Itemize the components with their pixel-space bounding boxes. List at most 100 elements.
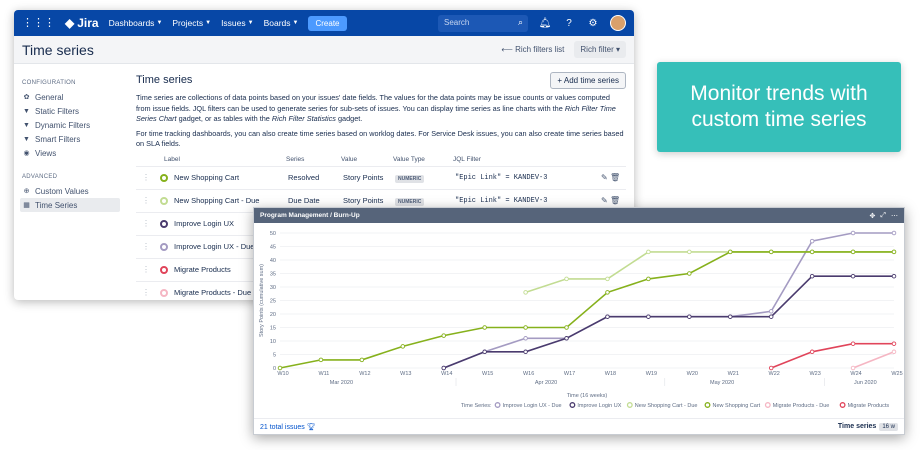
row-actions: ✎ 🗑︎ [601,196,620,205]
legend-marker [839,402,846,408]
row-value: Story Points [343,173,384,182]
move-icon[interactable]: ✥ [869,212,876,220]
total-issues-link[interactable]: 21 total issues 🏆︎ [260,423,838,431]
data-point [728,249,733,255]
drag-handle-icon[interactable]: ⋮ [142,288,150,297]
plus-circle-icon: ⊕ [23,188,30,195]
data-point [646,276,651,282]
sidebar-item-general[interactable]: ✿ General [20,90,120,104]
data-point [277,365,283,371]
x-tick-label: W21 [728,371,739,377]
data-point [564,336,569,341]
row-label-cell: Migrate Products [160,265,288,274]
app-switcher-icon[interactable]: ⋮⋮⋮ [22,16,55,29]
table-row[interactable]: ⋮ New Shopping Cart Resolved Story Points NU… [136,165,626,189]
data-point [564,325,569,330]
data-point [359,357,365,363]
edit-pencil-icon[interactable]: ✎ [601,173,608,182]
promo-banner: Monitor trends with custom time series [657,62,901,152]
rich-filters-list-link[interactable]: ⟵ Rich filters list [501,45,564,54]
series-line [852,351,895,369]
drag-handle-icon[interactable]: ⋮ [142,219,150,228]
legend-label: Migrate Products [848,403,890,409]
delete-trash-icon[interactable]: 🗑︎ [609,196,621,205]
edit-pencil-icon[interactable]: ✎ [601,196,608,205]
table-header: Label Series Value Value Type JQL Filter [136,154,626,166]
gadget-name-statistics: Rich Filter Statistics [271,114,336,123]
x-tick-label: W13 [400,371,411,377]
jira-logo-text: Jira [77,16,99,30]
search-input[interactable]: Search ⌕ [438,14,528,32]
table-row[interactable]: ⋮ New Shopping Cart - Due Due Date Story Po… [136,188,626,212]
notifications-icon[interactable]: 🔔︎ [538,17,552,29]
series-color-icon [160,173,168,182]
y-tick-label: 35 [270,272,276,278]
drag-handle-icon[interactable]: ⋮ [142,242,150,251]
nav-issues[interactable]: Issues ▼ [221,18,254,28]
more-options-icon[interactable]: ⋯ [891,212,898,220]
nav-boards[interactable]: Boards ▼ [264,18,299,28]
create-button[interactable]: Create [308,15,347,31]
total-issues-label: 21 total issues [260,423,305,431]
user-avatar[interactable] [610,15,626,31]
x-tick-label: W20 [687,371,698,377]
drag-handle-icon[interactable]: ⋮ [142,173,150,182]
settings-gear-icon[interactable]: ⚙ [588,17,598,29]
legend-label: New Shopping Cart [713,403,761,409]
x-tick-label: W17 [564,371,575,377]
data-point [646,249,651,255]
data-point [441,333,446,338]
data-point [318,357,324,363]
delete-trash-icon[interactable]: 🗑︎ [609,173,621,182]
data-point [728,314,733,319]
sidebar-item-label: General [35,92,64,102]
footer-time-series-label: Time series [837,423,877,430]
row-label-cell: New Shopping Cart - Due [160,196,288,205]
series-color-icon [160,196,168,205]
data-point [809,349,815,355]
data-point [400,344,406,349]
eye-icon: ◉ [23,150,30,157]
sidebar-item-label: Views [35,148,57,158]
sidebar-item-smart-filters[interactable]: ▼ Smart Filters [20,132,120,146]
legend-marker [764,402,771,408]
sidebar-item-custom-values[interactable]: ⊕ Custom Values [20,184,120,198]
data-point [605,276,610,282]
page-title: Time series [22,41,94,58]
nav-dashboards[interactable]: Dashboards ▼ [109,18,163,28]
x-tick-label: W15 [482,371,493,377]
data-point [768,314,774,319]
sidebar-item-time-series[interactable]: ▦ Time Series [20,198,120,212]
data-point [605,314,610,319]
data-point [891,249,897,255]
data-point [850,249,856,255]
month-label: May 2020 [710,380,734,386]
help-icon[interactable]: ? [566,17,572,29]
sidebar-item-views[interactable]: ◉ Views [20,146,120,160]
series-line [279,251,894,369]
sidebar-item-dynamic-filters[interactable]: ▼ Dynamic Filters [20,118,120,132]
data-point [605,290,610,295]
sidebar-item-static-filters[interactable]: ▼ Static Filters [20,104,120,118]
month-label: Jun 2020 [854,380,877,386]
series-color-icon [160,288,168,297]
add-time-series-button[interactable]: + Add time series [550,71,626,89]
trophy-icon: 🏆︎ [306,423,316,431]
jira-logo-icon: ◆ [65,16,75,30]
x-tick-label: W22 [769,371,780,377]
jira-logo[interactable]: ◆ Jira [65,16,99,30]
row-label: Improve Login UX - Due [174,242,255,251]
series-line [443,275,894,369]
legend-label: New Shopping Cart - Due [635,403,698,409]
footer-weeks-badge: 16 w [879,422,898,431]
drag-handle-icon[interactable]: ⋮ [142,265,150,274]
rich-filter-dropdown[interactable]: Rich filter ▾ [574,41,626,58]
gadget-footer: 21 total issues 🏆︎ Time series 16 w [254,418,904,434]
search-icon: ⌕ [517,16,523,27]
nav-projects[interactable]: Projects ▼ [172,18,211,28]
series-color-icon [160,219,168,228]
expand-icon[interactable]: ⤢ [880,211,886,219]
column-series: Series [286,156,305,163]
gear-icon: ✿ [23,94,30,101]
drag-handle-icon[interactable]: ⋮ [142,196,150,205]
